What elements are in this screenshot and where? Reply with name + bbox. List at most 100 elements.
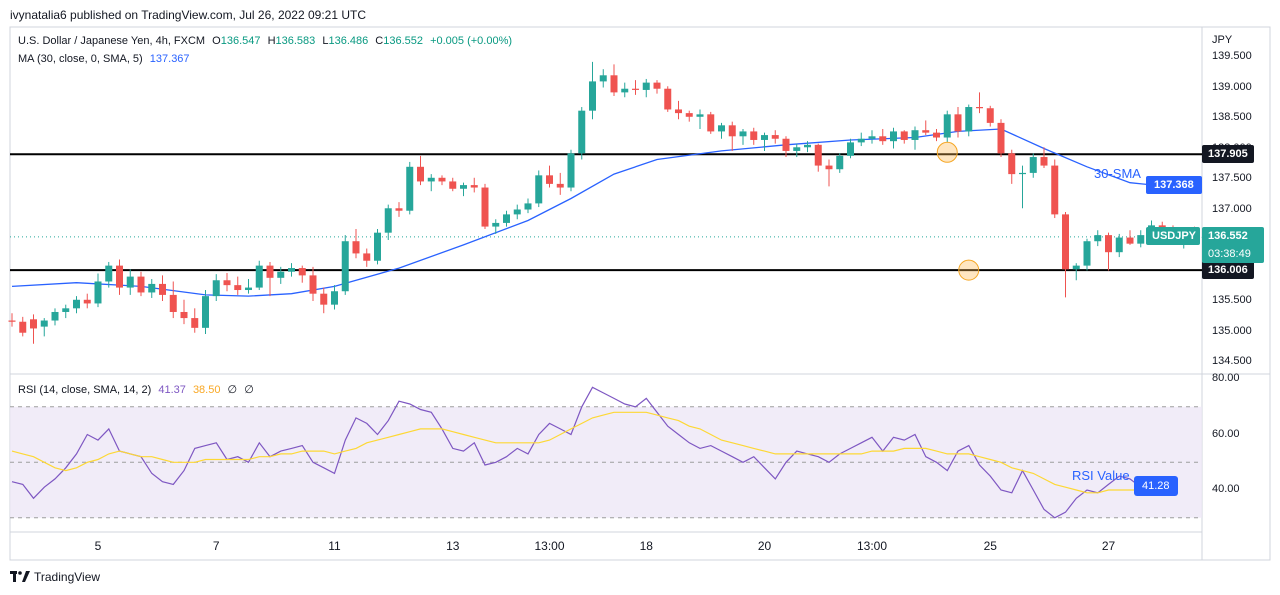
candle (1008, 149, 1016, 184)
candle-body (30, 319, 37, 329)
candle (481, 183, 489, 230)
candle (675, 100, 682, 120)
candle-body (986, 108, 994, 123)
last-price-tag: 136.552 (1202, 227, 1264, 245)
candle (116, 259, 123, 295)
time-tick-label: 27 (1101, 539, 1116, 553)
candle-body (309, 275, 317, 294)
candle-body (578, 110, 586, 154)
candle-body (1137, 235, 1145, 244)
candle-body (492, 222, 500, 227)
candle-body (922, 130, 930, 133)
candle (1105, 232, 1112, 271)
candle-body (879, 136, 887, 142)
candle (449, 177, 457, 192)
candle (814, 143, 822, 172)
candle (266, 261, 274, 297)
candle (309, 266, 317, 301)
rsi-tick-label: 40.00 (1212, 483, 1240, 495)
candle (836, 153, 844, 173)
candle (556, 172, 564, 195)
ohlc-close: C136.552 (375, 35, 424, 47)
time-tick-label: 5 (94, 539, 102, 553)
candle-body (116, 265, 123, 288)
candle-body (19, 321, 27, 333)
candle-body (675, 109, 682, 114)
candle-body (771, 135, 779, 139)
candle (578, 107, 586, 160)
candle-body (83, 299, 91, 304)
candle (804, 141, 811, 153)
candle-body (589, 81, 596, 111)
rsi-label: RSI (14, close, SMA, 14, 2) (18, 384, 152, 396)
footer-brand[interactable]: TradingView (10, 570, 100, 584)
time-tick-label: 13:00 (534, 539, 565, 553)
price-tick-label: 137.000 (1212, 202, 1252, 215)
candle (653, 80, 661, 94)
candle (589, 61, 596, 120)
candle (202, 290, 209, 334)
candle-body (782, 138, 790, 151)
candle-body (1072, 265, 1080, 270)
candle (1029, 153, 1037, 178)
price-tick-label: 135.500 (1212, 294, 1252, 306)
candle (73, 296, 80, 314)
countdown-tag: 03:38:49 (1202, 245, 1264, 263)
rsi-legend: RSI (14, close, SMA, 14, 2) 41.37 38.50 … (18, 383, 258, 396)
candle-body (868, 136, 876, 139)
candle-body (503, 214, 510, 223)
candle (1051, 159, 1059, 219)
candle (255, 260, 263, 291)
candle (718, 122, 725, 139)
rsi-value-callout: 41.28 (1134, 476, 1178, 496)
support-touch-marker (958, 259, 980, 281)
candle-body (718, 125, 725, 132)
candle-body (546, 175, 553, 184)
candle-body (137, 276, 145, 293)
tradingview-logo-icon (10, 571, 30, 583)
candle-body (62, 308, 70, 312)
candle (363, 248, 371, 267)
candle (137, 271, 145, 297)
candle (94, 273, 102, 308)
candle-body (384, 208, 392, 233)
candle (30, 314, 37, 344)
candle (782, 136, 790, 158)
candle (277, 266, 285, 284)
candle-body (438, 177, 446, 182)
candle-body (223, 280, 231, 286)
candle-body (685, 113, 693, 117)
candle-body (847, 142, 854, 156)
candle (503, 210, 510, 227)
candle (642, 78, 650, 98)
candle-body (51, 311, 59, 321)
horizontal-levels (10, 153, 1202, 272)
candle (857, 132, 865, 147)
candle (406, 161, 414, 215)
rsi-tick-label: 80.00 (1212, 372, 1240, 384)
rsi-annotation-label: RSI Value (1072, 468, 1130, 483)
candle-body (642, 82, 650, 90)
time-tick-label: 25 (983, 539, 997, 553)
brand-name: TradingView (34, 570, 101, 584)
candle-body (1029, 157, 1037, 173)
ohlc-high: H136.583 (267, 35, 316, 47)
candle-body (298, 268, 306, 276)
annotation-marks (936, 141, 980, 281)
candle (1062, 211, 1069, 298)
candle (761, 132, 768, 151)
candle (126, 269, 134, 295)
candle-body (513, 209, 521, 215)
sma-annotation-label: 30-SMA (1094, 166, 1141, 181)
candle-body (212, 280, 220, 297)
rsi-sma-line (11, 411, 1173, 495)
candle-body (793, 147, 801, 151)
candle (707, 111, 715, 134)
candle-body (159, 283, 166, 295)
publisher-line: ivynatalia6 published on TradingView.com… (10, 8, 366, 22)
candle-body (470, 185, 478, 188)
candle (997, 119, 1005, 158)
candle-body (245, 287, 252, 291)
main-legend: U.S. Dollar / Japanese Yen, 4h, FXCM O13… (18, 35, 516, 47)
